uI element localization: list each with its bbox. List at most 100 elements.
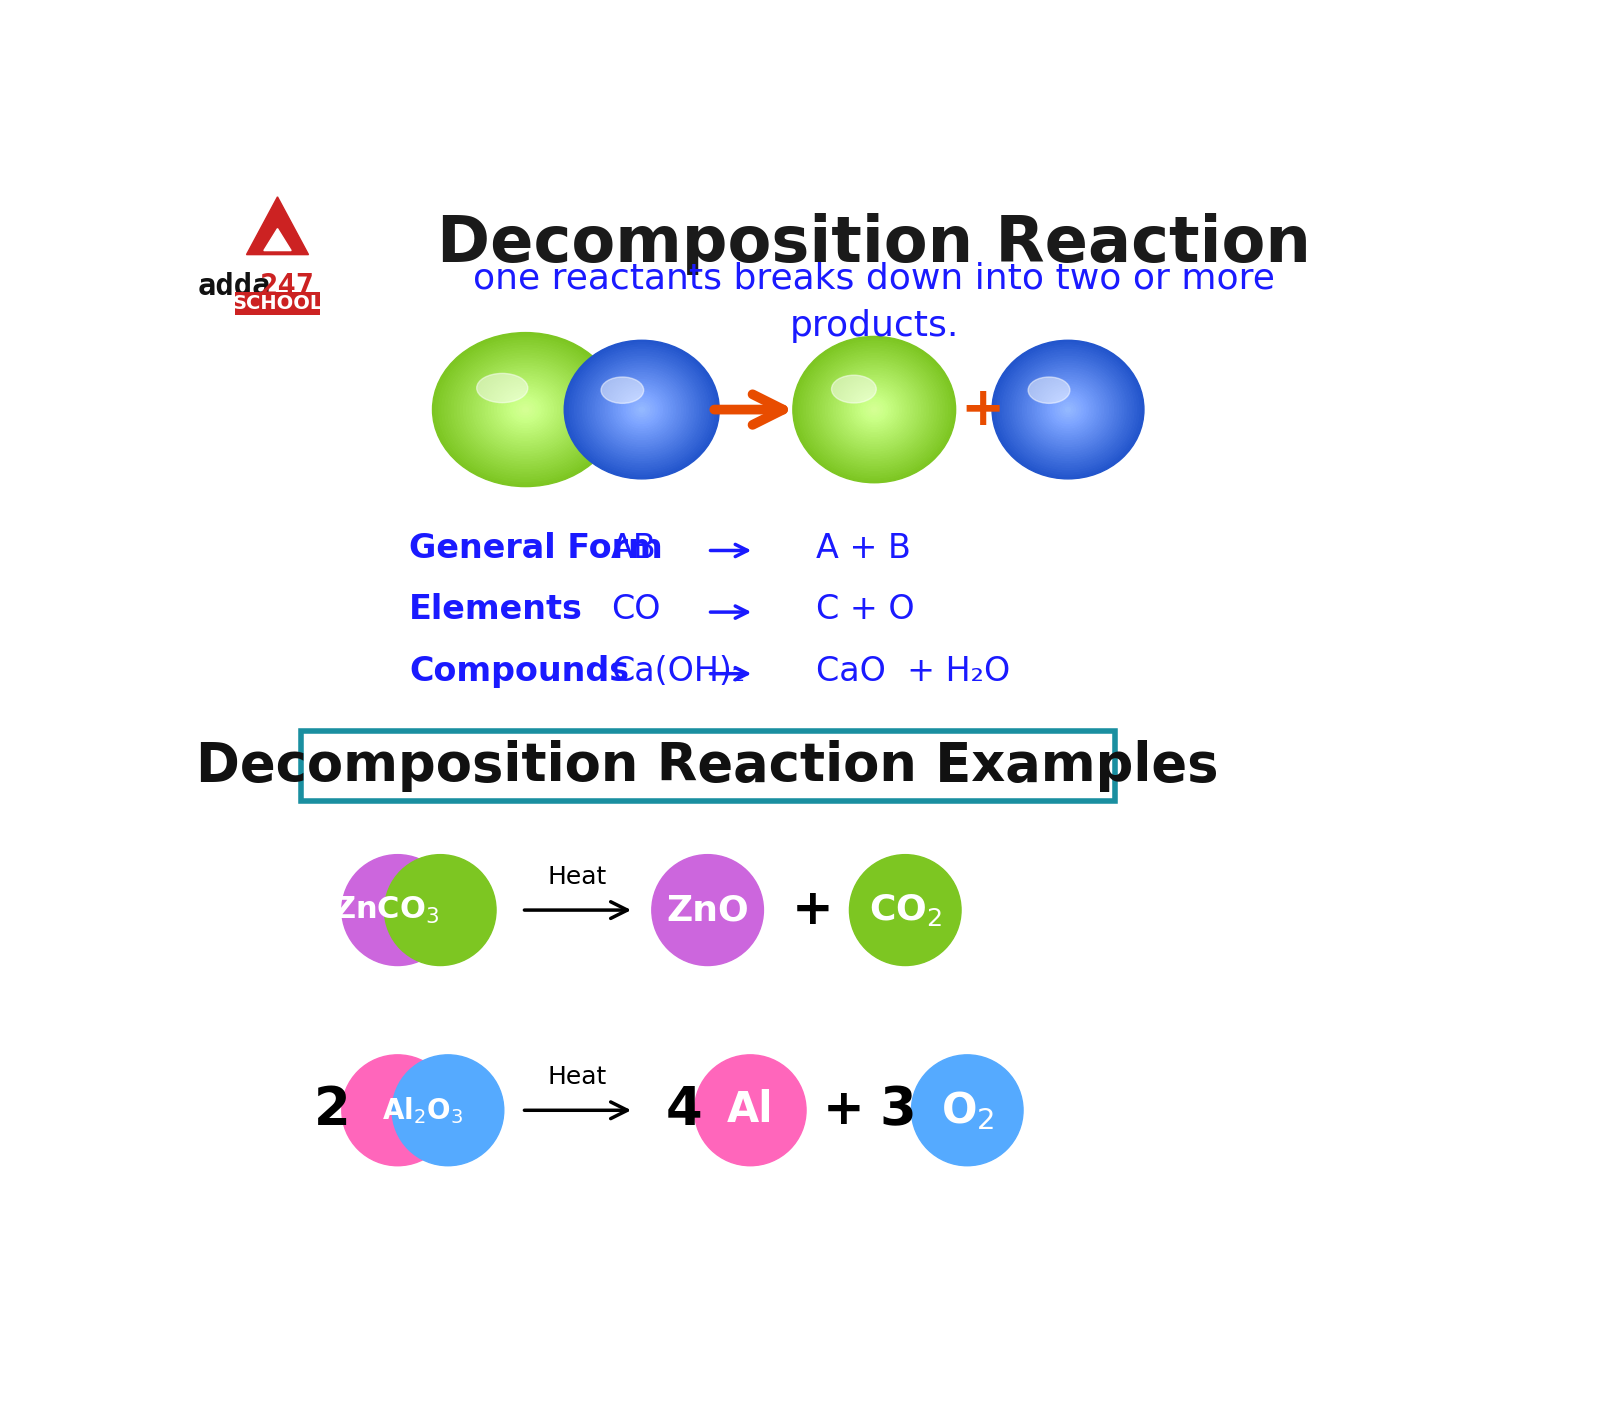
Text: CO: CO [611,594,661,627]
Ellipse shape [1053,396,1083,423]
Ellipse shape [814,356,934,463]
Ellipse shape [1032,377,1104,441]
Ellipse shape [819,360,928,459]
Ellipse shape [1019,366,1117,453]
Ellipse shape [850,387,899,431]
Ellipse shape [579,355,704,466]
Ellipse shape [845,383,904,436]
Text: ZnCO$_3$: ZnCO$_3$ [333,894,438,926]
Ellipse shape [1014,362,1122,459]
Ellipse shape [826,366,923,453]
Ellipse shape [795,339,954,480]
Ellipse shape [454,350,597,468]
Text: +: + [822,1087,864,1135]
Ellipse shape [858,394,891,424]
Ellipse shape [1043,386,1093,433]
Text: Ca(OH)₂: Ca(OH)₂ [611,655,746,688]
Ellipse shape [624,393,659,426]
Ellipse shape [638,407,645,412]
Ellipse shape [595,367,688,451]
Ellipse shape [435,335,616,484]
Text: AB: AB [611,531,656,565]
Text: 3: 3 [878,1084,915,1136]
Ellipse shape [798,342,950,478]
Circle shape [694,1055,806,1166]
Ellipse shape [829,369,920,451]
Ellipse shape [592,366,691,453]
Ellipse shape [838,377,909,441]
Ellipse shape [1026,370,1110,449]
Ellipse shape [629,399,654,422]
Ellipse shape [565,340,720,478]
Text: +: + [960,383,1005,436]
Ellipse shape [794,336,955,483]
Ellipse shape [837,376,912,444]
Ellipse shape [842,380,907,439]
Ellipse shape [619,389,666,430]
Ellipse shape [586,359,699,460]
Text: SCHOOL: SCHOOL [232,293,323,313]
Ellipse shape [616,386,667,433]
Text: Heat: Heat [547,864,606,889]
Circle shape [651,854,763,965]
Text: A + B: A + B [816,531,910,565]
Circle shape [342,854,453,965]
Ellipse shape [582,356,701,463]
Ellipse shape [802,343,947,476]
Ellipse shape [1013,359,1123,460]
Circle shape [342,1055,453,1166]
Ellipse shape [1035,380,1101,440]
Ellipse shape [869,404,880,414]
Ellipse shape [637,404,646,414]
Ellipse shape [866,402,882,417]
Ellipse shape [474,366,578,453]
Ellipse shape [573,347,712,471]
Ellipse shape [438,337,613,481]
Circle shape [850,854,962,965]
Ellipse shape [1022,367,1114,451]
FancyBboxPatch shape [235,292,320,315]
Ellipse shape [442,340,610,478]
Ellipse shape [603,375,680,444]
Ellipse shape [632,400,653,419]
Text: +: + [792,886,834,934]
Ellipse shape [1058,400,1078,419]
Ellipse shape [470,363,581,456]
Ellipse shape [504,392,547,427]
Ellipse shape [498,386,554,433]
Ellipse shape [482,373,570,446]
Ellipse shape [445,343,606,476]
Ellipse shape [1018,363,1118,456]
Text: ZnO: ZnO [666,893,749,927]
Circle shape [392,1055,504,1166]
Ellipse shape [494,384,557,436]
Text: Decomposition Reaction Examples: Decomposition Reaction Examples [197,740,1219,792]
Ellipse shape [467,360,584,459]
Text: CaO  + H₂O: CaO + H₂O [816,655,1010,688]
Ellipse shape [856,393,893,427]
Text: 2: 2 [314,1084,350,1136]
Ellipse shape [522,407,528,412]
Ellipse shape [501,389,550,430]
Ellipse shape [810,352,939,468]
Text: CO$_2$: CO$_2$ [869,891,942,928]
Ellipse shape [507,394,544,424]
Text: one reactants breaks down into two or more
products.: one reactants breaks down into two or mo… [474,262,1275,343]
Ellipse shape [1029,377,1070,403]
Ellipse shape [832,375,877,403]
Ellipse shape [1030,375,1106,444]
Ellipse shape [806,349,942,470]
Ellipse shape [1008,355,1128,466]
Ellipse shape [517,402,534,417]
Text: 4: 4 [666,1084,702,1136]
Ellipse shape [1040,384,1096,434]
Circle shape [384,854,496,965]
Text: C + O: C + O [816,594,915,627]
Text: Heat: Heat [547,1065,606,1089]
Ellipse shape [822,363,926,456]
Ellipse shape [1005,352,1131,467]
Ellipse shape [598,370,686,449]
Ellipse shape [478,372,573,449]
Ellipse shape [605,377,678,441]
Ellipse shape [520,404,531,414]
